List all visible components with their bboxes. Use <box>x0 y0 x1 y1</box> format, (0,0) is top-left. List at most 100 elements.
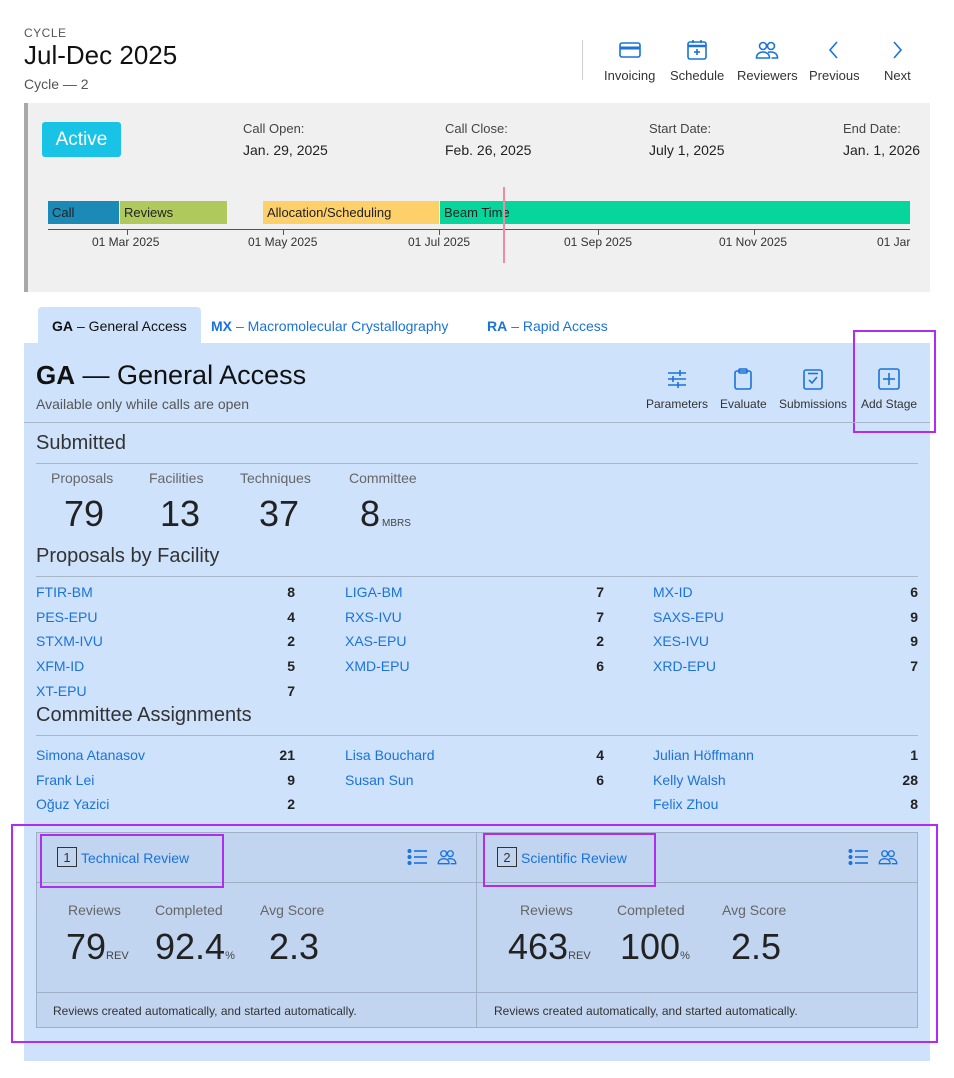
facilities-name[interactable]: XT-EPU <box>36 682 87 699</box>
facilities-count: 9 <box>910 608 918 625</box>
tab-code: MX <box>211 317 232 334</box>
submitted-heading: Submitted <box>36 432 127 454</box>
invoicing-button[interactable]: Invoicing <box>604 38 655 83</box>
submissions-label: Submissions <box>779 397 848 411</box>
highlight-box <box>483 833 656 887</box>
committee-count: 9 <box>287 771 295 788</box>
stat-value-committee: 8 MBRS <box>360 493 411 535</box>
reviews-unit: REV <box>568 950 591 962</box>
tab-ga[interactable]: GA – General Access <box>38 307 201 344</box>
facilities-name[interactable]: STXM-IVU <box>36 633 103 650</box>
timeline-tick-label: 01 Jul 2025 <box>408 235 471 249</box>
stage-footer: Reviews created automatically, and start… <box>53 1004 357 1018</box>
call-open-label: Call Open: <box>243 121 305 136</box>
facilities-name[interactable]: XFM-ID <box>36 658 85 675</box>
submissions-button[interactable]: Submissions <box>779 367 847 411</box>
committee-unit: MBRS <box>382 518 411 529</box>
committee-count: 6 <box>596 771 604 788</box>
facilities-name[interactable]: XES-IVU <box>653 633 710 650</box>
facilities-name[interactable]: XAS-EPU <box>345 633 407 650</box>
committee-count: 2 <box>287 796 295 812</box>
parameters-button[interactable]: Parameters <box>646 367 708 411</box>
committee-name[interactable]: Oğuz Yazici <box>36 796 110 812</box>
evaluate-button[interactable]: Evaluate <box>720 367 767 411</box>
tab-label: – General Access <box>77 317 187 334</box>
completed-unit: % <box>225 950 235 962</box>
add-stage-button[interactable]: Add Stage <box>861 367 917 411</box>
stat-label-facilities: Facilities <box>149 470 204 486</box>
tab-code: GA <box>52 317 73 334</box>
highlight-box <box>853 330 936 433</box>
reviews-label: Reviews <box>520 902 573 918</box>
committee-name[interactable]: Simona Atanasov <box>36 747 145 763</box>
invoicing-label: Invoicing <box>604 68 656 83</box>
divider <box>36 735 918 736</box>
avg-score-value: 2.5 <box>731 926 782 967</box>
committee-name[interactable]: Julian Höffmann <box>653 747 754 763</box>
evaluate-label: Evaluate <box>720 397 767 411</box>
reviewers-label: Reviewers <box>737 68 798 83</box>
facilities-name[interactable]: FTIR-BM <box>36 584 93 600</box>
facilities-name[interactable]: SAXS-EPU <box>653 608 724 625</box>
stage-title-link[interactable]: Technical Review <box>81 850 190 866</box>
next-button[interactable]: Next <box>884 38 911 83</box>
facilities-count: 7 <box>596 608 604 625</box>
timeline-allocation-phase: Allocation/Scheduling <box>263 201 439 224</box>
tab-code: RA <box>487 317 508 334</box>
avg-score-label: Avg Score <box>260 902 325 918</box>
facilities-count: 9 <box>910 633 918 650</box>
header-divider <box>582 40 583 80</box>
committee-count: 28 <box>902 771 918 788</box>
facilities-name[interactable]: PES-EPU <box>36 608 98 625</box>
committee-name[interactable]: Frank Lei <box>36 771 95 788</box>
timeline-tick <box>127 229 128 235</box>
timeline-tick <box>598 229 599 235</box>
completed-value: 92.4% <box>155 926 235 968</box>
reviews-number: 79 <box>66 926 107 967</box>
previous-button[interactable]: Previous <box>809 38 860 83</box>
reviews-value: 463REV <box>508 926 591 968</box>
reviewers-button[interactable]: Reviewers <box>737 38 798 83</box>
timeline-today-marker <box>503 187 505 263</box>
people-icon[interactable] <box>435 847 459 867</box>
committee-name[interactable]: Susan Sun <box>345 771 414 788</box>
start-date-value: July 1, 2025 <box>649 142 725 158</box>
facilities-name[interactable]: XMD-EPU <box>345 658 410 675</box>
schedule-button[interactable]: Schedule <box>670 38 724 83</box>
facilities-count: 2 <box>596 633 604 650</box>
facilities-name[interactable]: XRD-EPU <box>653 658 717 675</box>
facilities-count: 5 <box>287 658 295 675</box>
committee-count: 21 <box>279 747 295 763</box>
timeline-tick-label: 01 Nov 2025 <box>719 235 788 249</box>
call-close-label: Call Close: <box>445 121 508 136</box>
tab-ra[interactable]: RA – Rapid Access <box>473 307 622 344</box>
cycle-status-panel <box>24 103 930 292</box>
facilities-name[interactable]: MX-ID <box>653 584 693 600</box>
reviews-label: Reviews <box>68 902 121 918</box>
add-stage-label: Add Stage <box>861 397 918 411</box>
call-open-value: Jan. 29, 2025 <box>243 142 328 158</box>
chevron-left-icon <box>829 41 838 59</box>
panel-title: GA — General Access <box>36 360 306 391</box>
stat-value-facilities: 13 <box>160 493 201 534</box>
list-icon[interactable] <box>407 848 429 866</box>
list-icon[interactable] <box>848 848 870 866</box>
facilities-name[interactable]: LIGA-BM <box>345 584 403 600</box>
facilities-name[interactable]: RXS-IVU <box>345 608 402 625</box>
committee-count: 4 <box>596 747 604 763</box>
timeline-tick <box>754 229 755 235</box>
committee-name[interactable]: Kelly Walsh <box>653 771 726 788</box>
stage-title-link[interactable]: Scientific Review <box>521 850 627 866</box>
committee-name[interactable]: Lisa Bouchard <box>345 747 435 763</box>
next-label: Next <box>884 68 911 83</box>
committee-name[interactable]: Felix Zhou <box>653 796 719 812</box>
completed-number: 92.4 <box>155 926 226 967</box>
tab-mx[interactable]: MX – Macromolecular Crystallography <box>197 307 462 344</box>
facilities-count: 6 <box>910 584 918 600</box>
page-title: Jul-Dec 2025 <box>24 40 178 70</box>
facilities-count: 6 <box>596 658 604 675</box>
people-icon[interactable] <box>876 847 900 867</box>
completed-unit: % <box>680 950 690 962</box>
tab-label: – Rapid Access <box>511 317 608 334</box>
stat-label-techniques: Techniques <box>240 470 311 486</box>
